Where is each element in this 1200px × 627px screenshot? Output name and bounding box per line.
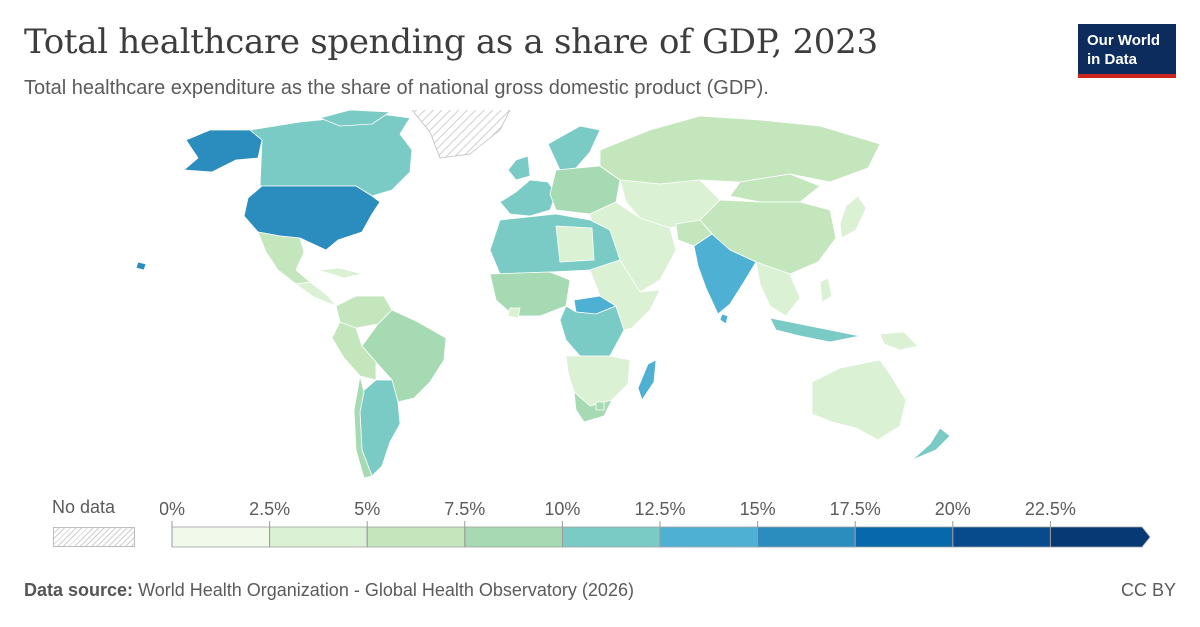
region-hawaii[interactable]: [135, 261, 147, 271]
color-legend: 0% 2.5% 5% 7.5% 10% 12.5% 15% 17.5% 20% 22.5%: [160, 499, 1151, 548]
region-canada-islands[interactable]: [319, 110, 391, 127]
legend-bin-7[interactable]: [854, 526, 954, 548]
region-sri-lanka[interactable]: [719, 313, 729, 325]
region-new-zealand[interactable]: [911, 427, 951, 461]
chart-title: Total healthcare spending as a share of …: [24, 22, 878, 62]
logo-line-2: in Data: [1087, 51, 1138, 68]
data-source: Data source: World Health Organization -…: [24, 580, 634, 601]
legend-tick-label: 5%: [354, 499, 380, 519]
legend-tick-label: 10%: [544, 499, 580, 519]
region-philippines[interactable]: [819, 277, 833, 303]
region-united-states[interactable]: [243, 185, 381, 251]
region-greenland[interactable]: [411, 110, 511, 159]
legend-bin-4[interactable]: [561, 526, 661, 548]
region-madagascar[interactable]: [637, 359, 657, 401]
legend-bin-8[interactable]: [952, 526, 1051, 548]
region-uk-ireland[interactable]: [507, 155, 531, 181]
region-papua-new-guinea[interactable]: [879, 331, 919, 351]
region-liberia[interactable]: [507, 307, 521, 319]
region-west-africa[interactable]: [489, 271, 571, 317]
legend-no-data-swatch[interactable]: [53, 527, 135, 547]
region-canada[interactable]: [249, 113, 413, 197]
legend-tick-label: 22.5%: [1025, 499, 1076, 519]
region-central-america[interactable]: [295, 281, 337, 307]
legend-tick-label: 2.5%: [249, 499, 290, 519]
region-lesotho[interactable]: [595, 401, 605, 411]
owid-logo[interactable]: Our World in Data: [1078, 24, 1176, 78]
legend-bin-3[interactable]: [464, 526, 563, 548]
region-australia[interactable]: [811, 359, 907, 441]
region-southeast-asia[interactable]: [755, 261, 801, 317]
region-south-africa[interactable]: [573, 391, 613, 423]
legend-tick-label: 12.5%: [634, 499, 685, 519]
data-source-text[interactable]: World Health Organization - Global Healt…: [138, 580, 634, 600]
legend-bin-9[interactable]: [1050, 526, 1151, 548]
region-western-europe[interactable]: [499, 179, 557, 217]
legend-tick-label: 0%: [160, 499, 185, 519]
legend-tick-label: 15%: [740, 499, 776, 519]
chart-subtitle: Total healthcare expenditure as the shar…: [24, 77, 769, 99]
region-japan[interactable]: [839, 195, 867, 239]
data-source-label: Data source:: [24, 580, 134, 600]
region-russia[interactable]: [599, 115, 881, 185]
region-alaska[interactable]: [183, 129, 263, 173]
legend-bin-5[interactable]: [659, 526, 758, 548]
legend-tick-label: 7.5%: [444, 499, 485, 519]
region-india[interactable]: [693, 233, 757, 315]
legend-tick-label: 17.5%: [830, 499, 881, 519]
region-indonesia[interactable]: [769, 317, 861, 343]
region-libya[interactable]: [555, 225, 595, 263]
world-map[interactable]: [0, 110, 1200, 480]
legend-tick-label: 20%: [935, 499, 971, 519]
region-mexico[interactable]: [257, 231, 311, 285]
legend-bin-2[interactable]: [366, 526, 466, 548]
logo-line-1: Our World: [1087, 32, 1161, 49]
legend-bin-0[interactable]: [171, 526, 270, 548]
region-scandinavia[interactable]: [547, 125, 601, 171]
region-east-africa[interactable]: [589, 259, 661, 331]
region-chile[interactable]: [353, 375, 373, 479]
legend-no-data-label: No data: [52, 497, 116, 517]
legend-bin-6[interactable]: [757, 526, 856, 548]
region-caribbean[interactable]: [317, 267, 363, 279]
legend-bin-1[interactable]: [269, 526, 368, 548]
region-central-africa[interactable]: [559, 305, 625, 357]
license-link[interactable]: CC BY: [1120, 580, 1176, 600]
